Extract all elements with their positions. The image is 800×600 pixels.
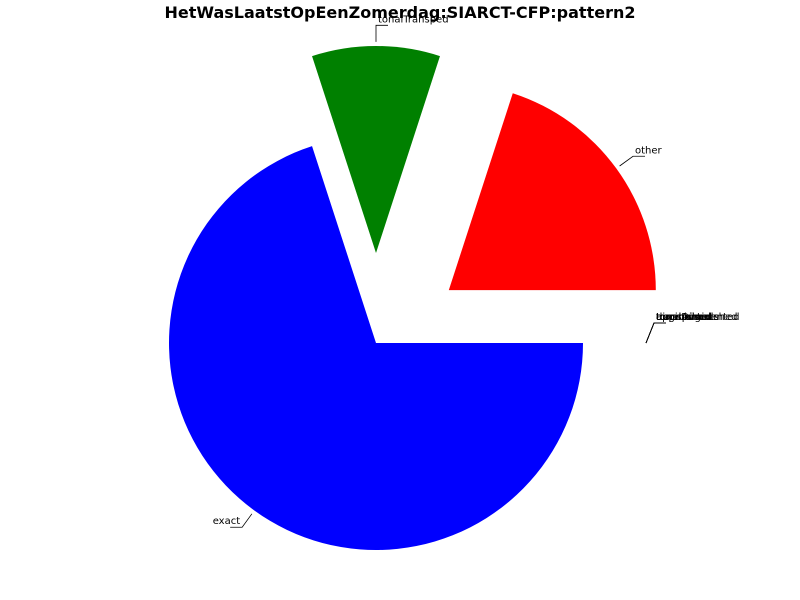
slice-label-diminished: diminished	[656, 312, 711, 323]
slice-tonal-transped	[312, 46, 440, 254]
slice-label-tonal-augmented: tonalAugmented	[656, 312, 739, 323]
leader-line-approximate	[645, 322, 666, 344]
leader-line-other	[619, 155, 646, 167]
leader-line-tonal-diminished	[645, 322, 666, 344]
slice-label-augmented: augmented	[656, 312, 713, 323]
leader-line-diminished	[645, 322, 666, 344]
leader-line-augmented	[645, 322, 666, 344]
chart-title: HetWasLaatstOpEenZomerdag:SIARCT-CFP:pat…	[165, 3, 636, 22]
leader-line-exact	[230, 513, 253, 528]
slice-label-tonal-diminished: tonalDiminished	[656, 312, 737, 323]
slice-label-approximate: approximate	[656, 312, 719, 323]
pie-slices	[169, 46, 656, 551]
slice-label-tonal-transped: tonalTransped	[378, 14, 449, 25]
slice-exact	[169, 146, 584, 551]
slice-label-exact: exact	[213, 516, 241, 527]
pie-labels: other tonalTransped exact transposedaugment…	[213, 14, 739, 528]
slice-label-transposed: transposed	[656, 312, 712, 323]
slice-other	[448, 93, 656, 291]
leader-line-tonal-transped	[375, 24, 388, 42]
leader-line-tonal-augmented	[645, 322, 666, 344]
leader-line-transposed	[645, 322, 666, 344]
slice-label-other: other	[635, 145, 663, 156]
